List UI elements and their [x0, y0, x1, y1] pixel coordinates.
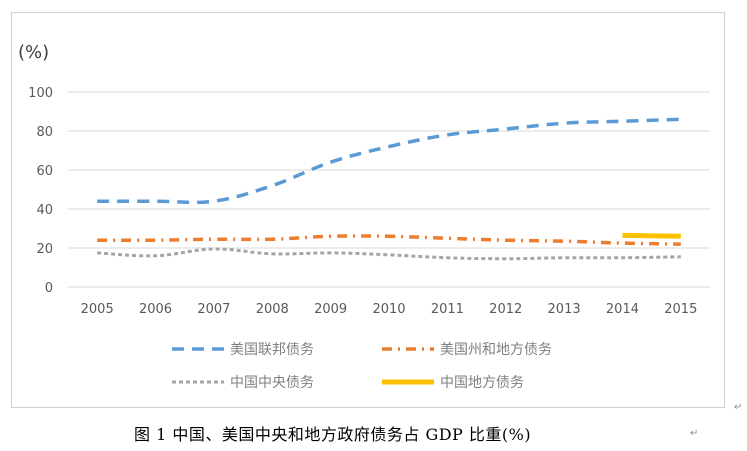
- x-tick-label: 2010: [372, 302, 405, 317]
- gridlines: [68, 91, 710, 288]
- paragraph-mark: ↵: [734, 402, 743, 413]
- x-tick-label: 2005: [81, 302, 114, 317]
- y-tick-label: 80: [36, 125, 53, 140]
- series-line-1: [97, 234, 681, 246]
- y-tick-labels: 0 20 40 60 80 100: [28, 86, 53, 296]
- x-tick-label: 2006: [139, 302, 172, 317]
- legend-label: 中国地方债务: [440, 375, 524, 391]
- caption-paragraph-mark: ↵: [690, 428, 699, 439]
- y-tick-label: 100: [28, 86, 53, 101]
- x-tick-label: 2015: [664, 302, 697, 317]
- series-line-0: [97, 117, 681, 205]
- legend-label: 美国联邦债务: [230, 342, 314, 358]
- x-tick-label: 2013: [548, 302, 581, 317]
- x-tick-label: 2007: [197, 302, 230, 317]
- chart-frame: [11, 12, 725, 408]
- x-tick-label: 2014: [606, 302, 639, 317]
- series-lines: [97, 117, 681, 261]
- y-tick-label: 20: [36, 242, 53, 257]
- x-tick-label: 2011: [431, 302, 464, 317]
- x-tick-label: 2008: [256, 302, 289, 317]
- y-tick-label: 0: [45, 281, 53, 296]
- x-tick-labels: 2005 2006 2007 2008 2009 2010 2011 2012 2013 2014…: [81, 302, 698, 317]
- x-tick-label: 2009: [314, 302, 347, 317]
- legend-label: 中国中央债务: [230, 375, 314, 391]
- series-line-3: [622, 232, 681, 239]
- legend-label: 美国州和地方债务: [440, 342, 552, 358]
- x-tick-label: 2012: [489, 302, 522, 317]
- y-tick-label: 60: [36, 164, 53, 179]
- figure-caption: 图 1 中国、美国中央和地方政府债务占 GDP 比重(%): [134, 425, 532, 444]
- y-axis-unit-label: (%): [18, 42, 49, 63]
- series-line-2: [97, 247, 681, 261]
- y-tick-label: 40: [36, 203, 53, 218]
